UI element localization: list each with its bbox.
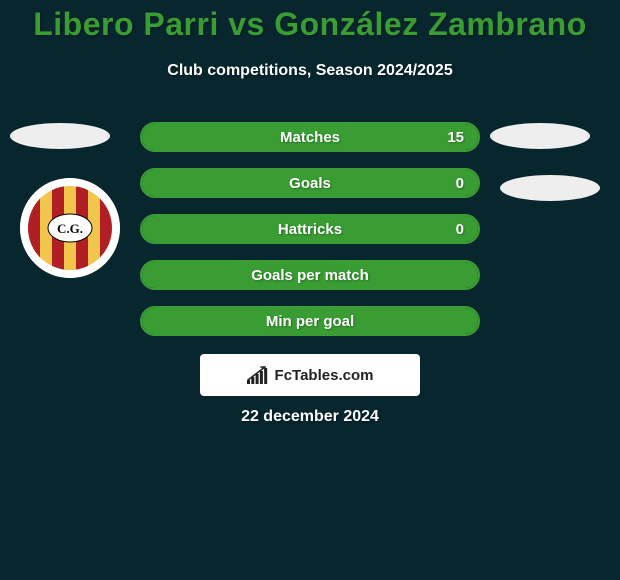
stat-value: 15 — [447, 129, 464, 146]
date-text: 22 december 2024 — [0, 408, 620, 426]
subtitle: Club competitions, Season 2024/2025 — [0, 62, 620, 80]
club-crest: C.G. — [20, 178, 120, 278]
right-ellipse — [500, 175, 600, 201]
stat-label: Goals per match — [251, 267, 369, 284]
page-title: Libero Parri vs González Zambrano — [0, 6, 620, 43]
fctables-logo: FcTables.com — [247, 366, 374, 384]
stat-label: Matches — [280, 129, 340, 146]
stat-value: 0 — [456, 175, 464, 192]
logo-text: FcTables.com — [275, 367, 374, 384]
crest-initials: C.G. — [57, 221, 83, 236]
right-ellipse — [490, 123, 590, 149]
stat-value: 0 — [456, 221, 464, 238]
comparison-card: Libero Parri vs González Zambrano Club c… — [0, 0, 620, 580]
fctables-logo-box[interactable]: FcTables.com — [200, 354, 420, 396]
stat-label: Min per goal — [266, 313, 354, 330]
left-ellipse — [10, 123, 110, 149]
stat-row: Goals per match — [140, 260, 480, 290]
stat-label: Hattricks — [278, 221, 342, 238]
stat-row: Hattricks 0 — [140, 214, 480, 244]
stat-label: Goals — [289, 175, 331, 192]
bars-icon — [247, 366, 269, 384]
club-crest-svg: C.G. — [20, 178, 120, 278]
stat-row: Min per goal — [140, 306, 480, 336]
stat-row: Goals 0 — [140, 168, 480, 198]
stat-row: Matches 15 — [140, 122, 480, 152]
stats-panel: Matches 15 Goals 0 Hattricks 0 Goals per match… — [140, 122, 480, 352]
